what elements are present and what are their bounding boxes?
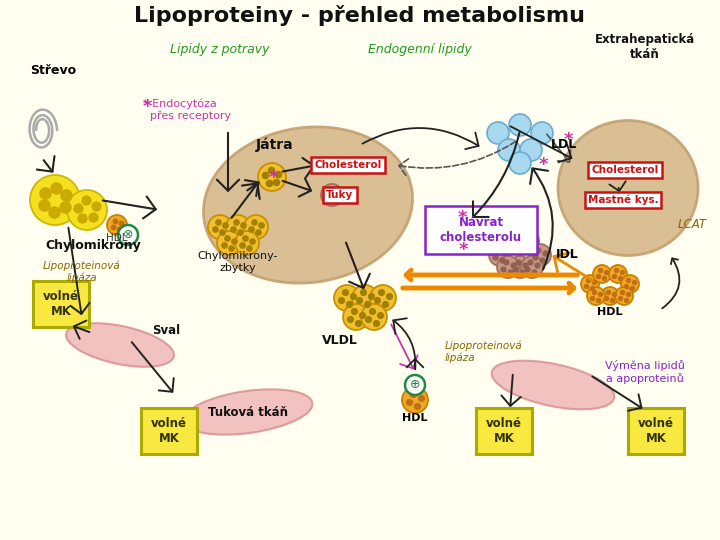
Circle shape <box>226 215 250 239</box>
Text: Chylomikrony-
zbytky: Chylomikrony- zbytky <box>198 251 278 273</box>
Circle shape <box>258 163 286 191</box>
Text: Chylomikrony: Chylomikrony <box>45 239 140 252</box>
Circle shape <box>352 285 378 311</box>
Circle shape <box>343 304 369 330</box>
Circle shape <box>208 215 232 239</box>
Text: * Endocytóza
  přes receptory: * Endocytóza přes receptory <box>143 99 231 122</box>
Text: HDL: HDL <box>107 233 127 243</box>
Text: Tuky: Tuky <box>326 190 354 200</box>
Circle shape <box>370 285 396 311</box>
Circle shape <box>321 184 343 206</box>
FancyBboxPatch shape <box>425 206 537 254</box>
Circle shape <box>609 265 627 283</box>
Circle shape <box>621 275 639 293</box>
Circle shape <box>517 230 539 252</box>
Text: Mastné kys.: Mastné kys. <box>588 195 658 205</box>
Text: volné
MK: volné MK <box>43 290 79 318</box>
Ellipse shape <box>66 323 174 367</box>
Circle shape <box>67 190 107 230</box>
Text: Střevo: Střevo <box>30 64 76 77</box>
Text: HDL: HDL <box>598 307 623 317</box>
Text: Lipoproteiny - přehled metabolismu: Lipoproteiny - přehled metabolismu <box>135 4 585 25</box>
Circle shape <box>509 152 531 174</box>
Text: VLDL: VLDL <box>322 334 358 347</box>
FancyBboxPatch shape <box>33 281 89 327</box>
Circle shape <box>601 287 619 305</box>
Circle shape <box>107 215 127 235</box>
Text: IDL: IDL <box>556 248 579 261</box>
Text: volné
MK: volné MK <box>486 417 522 445</box>
Circle shape <box>529 244 551 266</box>
Text: Tuková tkáň: Tuková tkáň <box>208 406 288 419</box>
FancyBboxPatch shape <box>141 408 197 454</box>
Text: Lipidy z potravy: Lipidy z potravy <box>170 44 270 57</box>
Text: HDL: HDL <box>402 413 428 423</box>
Circle shape <box>498 139 520 161</box>
Text: Lipoproteinová
lipáza: Lipoproteinová lipáza <box>445 341 523 363</box>
Circle shape <box>521 256 543 278</box>
Text: *: * <box>457 209 467 227</box>
Text: ⊕: ⊕ <box>410 379 420 392</box>
Circle shape <box>244 215 268 239</box>
Circle shape <box>235 231 259 255</box>
Circle shape <box>593 265 611 283</box>
Text: volné
MK: volné MK <box>151 417 187 445</box>
Text: ⊗: ⊗ <box>122 228 133 241</box>
Circle shape <box>405 375 425 395</box>
Text: *: * <box>269 169 278 187</box>
Text: Návrat
cholesterolu: Návrat cholesterolu <box>440 216 522 244</box>
Circle shape <box>361 304 387 330</box>
FancyBboxPatch shape <box>628 408 684 454</box>
Ellipse shape <box>492 361 614 409</box>
Text: *: * <box>143 98 152 116</box>
Circle shape <box>615 287 633 305</box>
Ellipse shape <box>558 120 698 255</box>
Circle shape <box>587 287 605 305</box>
FancyBboxPatch shape <box>476 408 532 454</box>
Text: Sval: Sval <box>152 323 180 336</box>
Circle shape <box>520 139 542 161</box>
Text: *: * <box>458 241 468 259</box>
Text: LCAT: LCAT <box>678 219 707 232</box>
Circle shape <box>402 387 428 413</box>
Circle shape <box>531 122 553 144</box>
Circle shape <box>217 231 241 255</box>
Text: Játra: Játra <box>256 138 294 152</box>
Circle shape <box>118 225 138 245</box>
Text: *: * <box>563 131 572 149</box>
Text: Extrahepatická
tkáň: Extrahepatická tkáň <box>595 33 695 61</box>
Ellipse shape <box>184 389 312 435</box>
Circle shape <box>497 256 519 278</box>
Ellipse shape <box>204 127 413 283</box>
Text: Endogenní lipidy: Endogenní lipidy <box>368 44 472 57</box>
Circle shape <box>509 256 531 278</box>
Circle shape <box>581 275 599 293</box>
Text: Cholesterol: Cholesterol <box>591 165 659 175</box>
Text: Cholesterol: Cholesterol <box>315 160 382 170</box>
Text: volné
MK: volné MK <box>638 417 674 445</box>
Circle shape <box>489 244 511 266</box>
Circle shape <box>487 122 509 144</box>
Circle shape <box>501 230 523 252</box>
Text: LDL: LDL <box>551 138 577 152</box>
Circle shape <box>509 114 531 136</box>
Circle shape <box>30 175 80 225</box>
Circle shape <box>334 285 360 311</box>
Text: Výměna lipidů
a apoproteinů: Výměna lipidů a apoproteinů <box>605 360 685 384</box>
Text: *: * <box>539 156 548 174</box>
Text: Lipoproteinová
lipáza: Lipoproteinová lipáza <box>43 261 121 284</box>
